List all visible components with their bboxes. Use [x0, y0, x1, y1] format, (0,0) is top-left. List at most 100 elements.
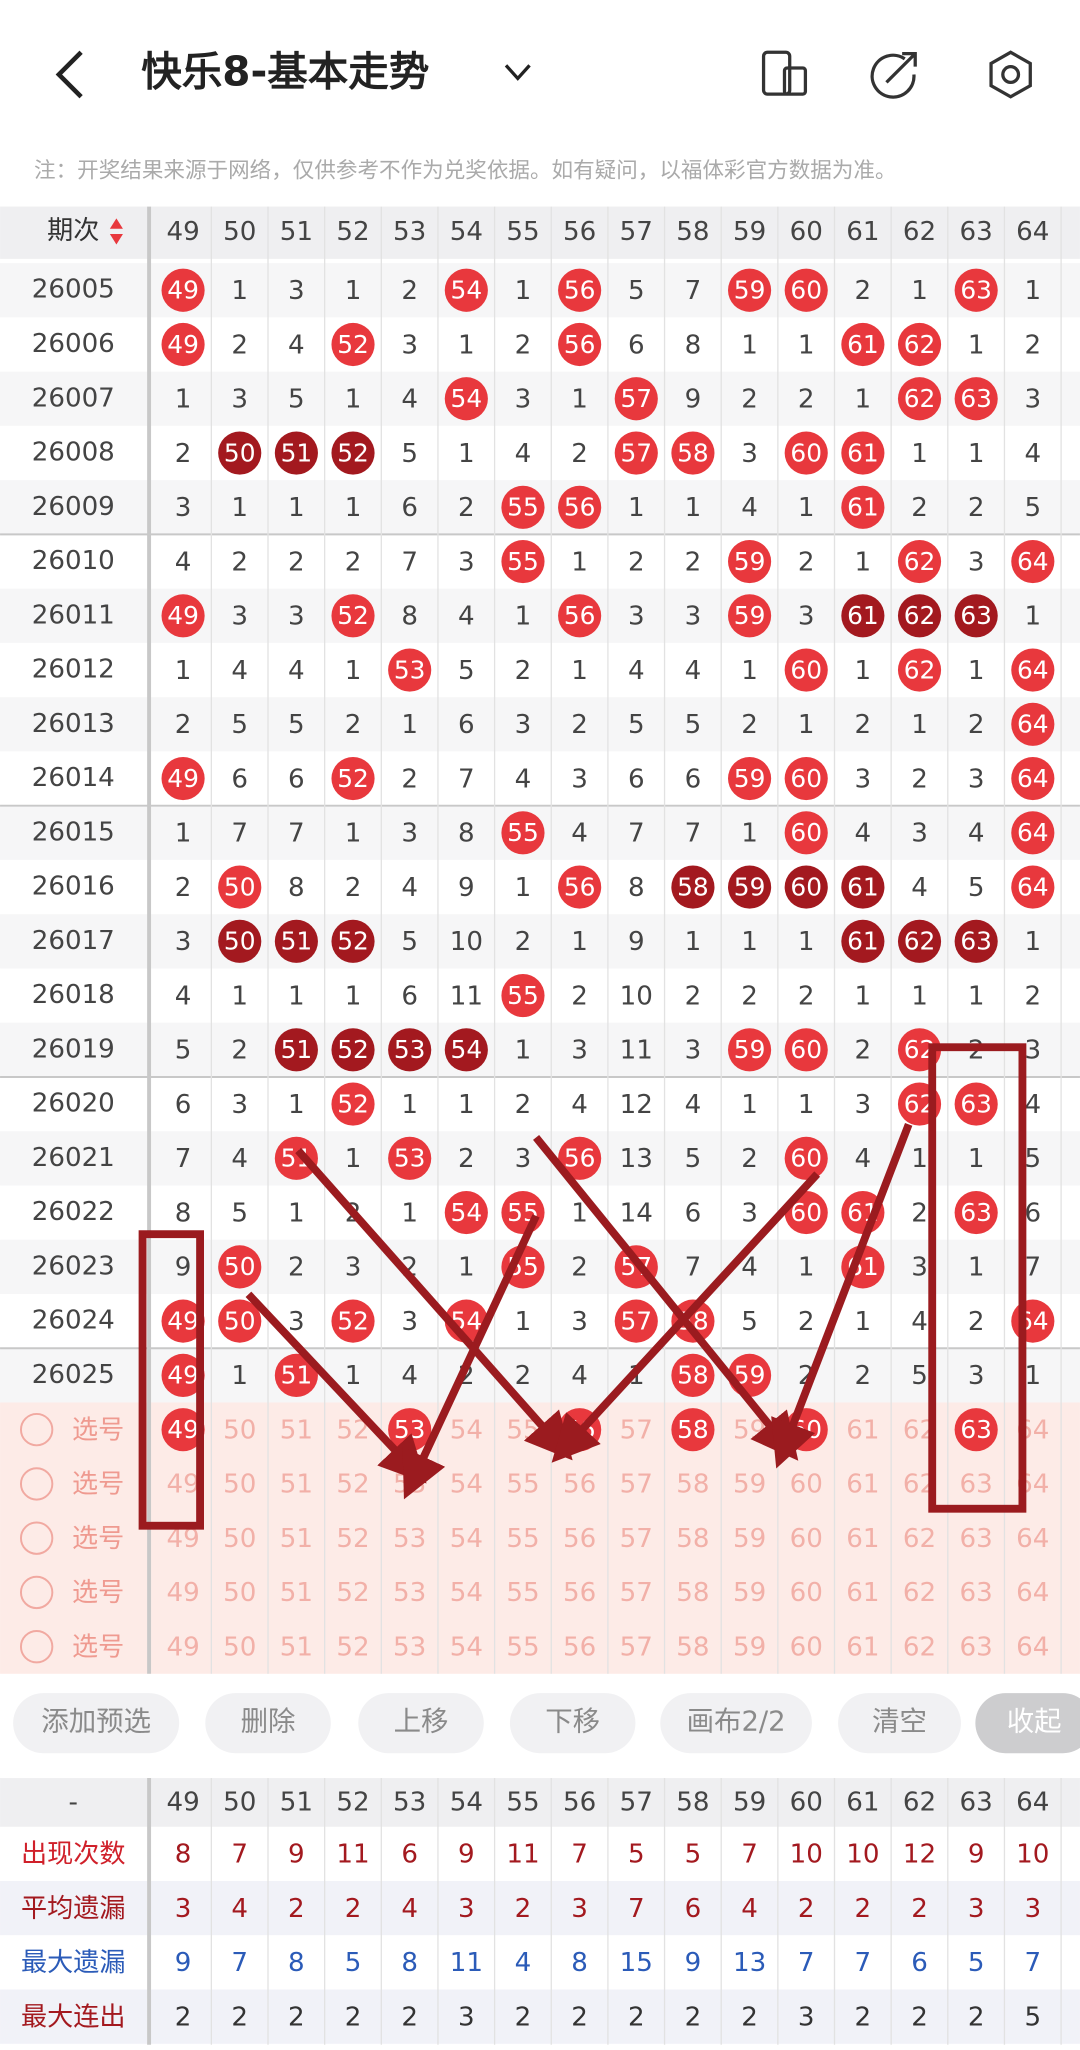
select-number[interactable]: 61: [846, 1632, 879, 1662]
select-number[interactable]: 59: [733, 1470, 766, 1500]
button-bg[interactable]: [358, 1693, 484, 1754]
button-bg[interactable]: [975, 1693, 1080, 1754]
select-number[interactable]: 57: [620, 1415, 653, 1445]
select-number[interactable]: 58: [676, 1524, 709, 1554]
select-number[interactable]: 58: [676, 1632, 709, 1662]
select-number[interactable]: 61: [846, 1578, 879, 1608]
select-number[interactable]: 63: [960, 1470, 993, 1500]
back-button[interactable]: [55, 50, 83, 99]
select-number[interactable]: 51: [280, 1524, 313, 1554]
select-number[interactable]: 57: [620, 1524, 653, 1554]
select-number[interactable]: 53: [393, 1578, 426, 1608]
select-number[interactable]: 55: [506, 1470, 539, 1500]
selected-number[interactable]: 58: [677, 1415, 709, 1444]
select-number[interactable]: 61: [846, 1524, 879, 1554]
select-number[interactable]: 57: [620, 1470, 653, 1500]
selected-ball[interactable]: [161, 1408, 205, 1452]
button-label[interactable]: 上移: [394, 1707, 449, 1738]
select-number[interactable]: 55: [506, 1632, 539, 1662]
button-bg[interactable]: [660, 1693, 812, 1754]
selected-ball[interactable]: [954, 1408, 998, 1452]
select-number[interactable]: 59: [733, 1632, 766, 1662]
select-number[interactable]: 49: [166, 1578, 199, 1608]
select-number[interactable]: 59: [733, 1578, 766, 1608]
select-number[interactable]: 60: [790, 1524, 823, 1554]
select-radio[interactable]: [19, 1575, 54, 1610]
select-radio[interactable]: [19, 1467, 54, 1501]
button-bg[interactable]: [509, 1693, 636, 1754]
select-number[interactable]: 62: [903, 1578, 936, 1608]
select-number[interactable]: 54: [450, 1470, 483, 1500]
select-number[interactable]: 60: [790, 1578, 823, 1608]
select-number[interactable]: 54: [450, 1632, 483, 1662]
select-radio[interactable]: [19, 1629, 54, 1664]
select-number[interactable]: 62: [903, 1524, 936, 1554]
select-number[interactable]: 53: [393, 1524, 426, 1554]
select-number[interactable]: 50: [223, 1632, 256, 1662]
select-number[interactable]: 60: [790, 1470, 823, 1500]
button-bg[interactable]: [13, 1693, 180, 1754]
settings-icon[interactable]: [989, 50, 1032, 99]
select-number[interactable]: 49: [166, 1470, 199, 1500]
select-number[interactable]: 63: [960, 1524, 993, 1554]
select-number[interactable]: 56: [563, 1578, 596, 1608]
button-label[interactable]: 添加预选: [41, 1707, 151, 1738]
select-number[interactable]: 54: [450, 1415, 483, 1445]
select-label[interactable]: 选号: [72, 1415, 124, 1445]
button-label[interactable]: 删除: [241, 1707, 296, 1738]
select-number[interactable]: 49: [166, 1632, 199, 1662]
selected-number[interactable]: 53: [394, 1415, 426, 1444]
select-number[interactable]: 58: [676, 1578, 709, 1608]
select-number[interactable]: 51: [280, 1470, 313, 1500]
select-radio[interactable]: [19, 1412, 54, 1447]
select-number[interactable]: 54: [450, 1578, 483, 1608]
selected-number[interactable]: 63: [960, 1415, 992, 1444]
select-label[interactable]: 选号: [72, 1470, 124, 1500]
select-number[interactable]: 55: [506, 1578, 539, 1608]
select-number[interactable]: 58: [676, 1470, 709, 1500]
select-label[interactable]: 选号: [72, 1578, 124, 1608]
select-number[interactable]: 52: [336, 1524, 369, 1554]
select-number[interactable]: 53: [393, 1632, 426, 1662]
selected-number[interactable]: 49: [167, 1415, 199, 1444]
select-number[interactable]: 61: [846, 1415, 879, 1445]
button-bg[interactable]: [838, 1693, 961, 1754]
select-number[interactable]: 52: [336, 1578, 369, 1608]
select-number[interactable]: 54: [450, 1524, 483, 1554]
select-number[interactable]: 50: [223, 1524, 256, 1554]
select-number[interactable]: 50: [223, 1578, 256, 1608]
select-number[interactable]: 62: [903, 1632, 936, 1662]
selected-ball[interactable]: [671, 1408, 715, 1452]
select-number[interactable]: 56: [563, 1632, 596, 1662]
select-number[interactable]: 52: [336, 1470, 369, 1500]
select-number[interactable]: 55: [506, 1524, 539, 1554]
button-label[interactable]: 清空: [872, 1707, 927, 1738]
select-number[interactable]: 57: [620, 1578, 653, 1608]
select-number[interactable]: 51: [280, 1578, 313, 1608]
select-number[interactable]: 60: [790, 1632, 823, 1662]
select-number[interactable]: 57: [620, 1632, 653, 1662]
select-radio[interactable]: [19, 1521, 54, 1555]
select-number[interactable]: 56: [563, 1524, 596, 1554]
select-number[interactable]: 50: [223, 1470, 256, 1500]
select-number[interactable]: 64: [1016, 1632, 1049, 1662]
select-number[interactable]: 51: [280, 1415, 313, 1445]
select-label[interactable]: 选号: [72, 1524, 124, 1554]
share-icon[interactable]: [870, 51, 917, 99]
button-label[interactable]: 下移: [545, 1707, 600, 1738]
select-number[interactable]: 61: [846, 1470, 879, 1500]
button-bg[interactable]: [205, 1693, 331, 1754]
select-number[interactable]: 63: [960, 1632, 993, 1662]
select-number[interactable]: 64: [1016, 1578, 1049, 1608]
select-label[interactable]: 选号: [72, 1632, 124, 1662]
dropdown[interactable]: [504, 64, 531, 81]
select-number[interactable]: 56: [563, 1470, 596, 1500]
select-number[interactable]: 50: [223, 1415, 256, 1445]
select-number[interactable]: 52: [336, 1632, 369, 1662]
layout-icon[interactable]: [761, 50, 808, 96]
select-number[interactable]: 51: [280, 1632, 313, 1662]
select-number[interactable]: 64: [1016, 1524, 1049, 1554]
button-label[interactable]: 收起: [1007, 1707, 1062, 1738]
select-number[interactable]: 63: [960, 1578, 993, 1608]
select-number[interactable]: 59: [733, 1524, 766, 1554]
